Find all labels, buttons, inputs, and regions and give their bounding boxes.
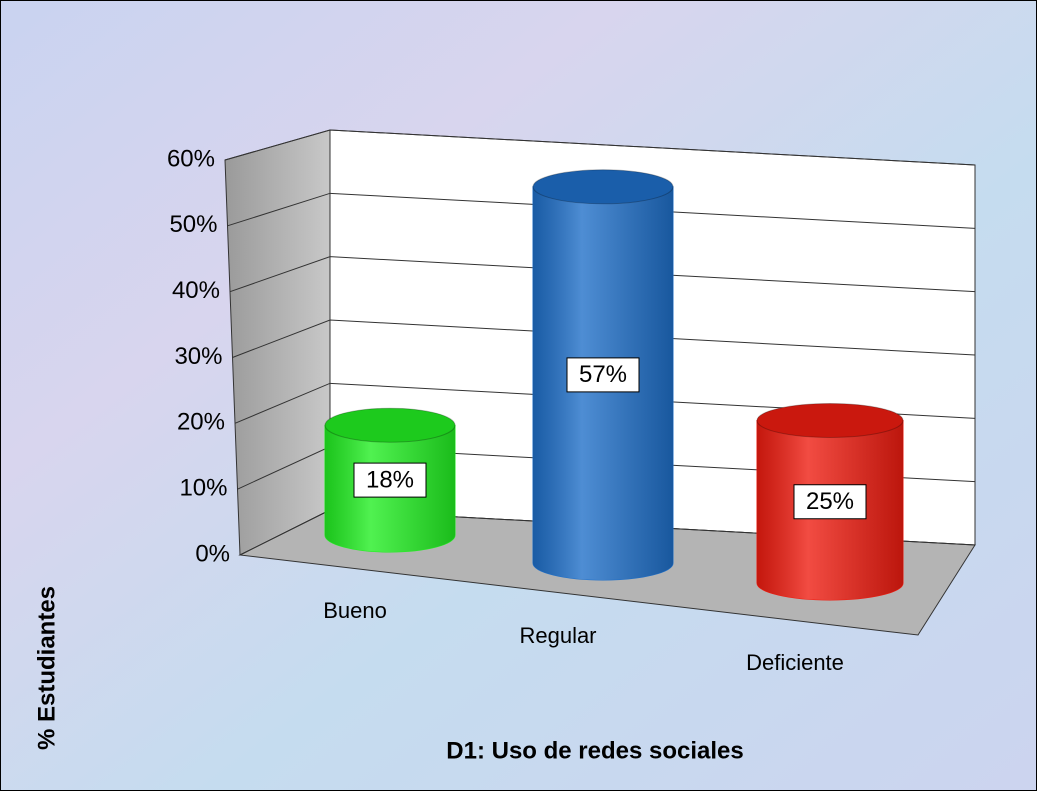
grid-line [224,129,976,166]
side-wall [224,129,331,556]
data-label: 18% [366,466,414,493]
y-tick-label: 50% [169,211,217,238]
data-label-box [566,357,640,393]
grid-line [232,319,976,358]
data-label-box [793,484,867,520]
bar-top [756,403,904,438]
y-tick-label: 60% [167,145,215,172]
bar-top [532,169,674,205]
y-axis-title: % Estudiantes [33,586,60,750]
grid-line [234,382,976,424]
bar-top [324,407,456,443]
y-tick-label: 0% [195,540,230,567]
grid-line [227,192,976,229]
y-tick-label: 40% [172,277,220,304]
x-tick-label: Bueno [323,598,387,623]
x-tick-label: Regular [519,623,596,648]
y-tick-label: 20% [177,409,225,436]
y-tick-label: 10% [179,475,227,502]
data-label: 57% [579,361,627,388]
x-tick-label: Deficiente [746,650,844,675]
x-axis-title: D1: Uso de redes sociales [446,737,743,764]
data-label: 25% [806,488,854,515]
data-label-box [353,462,427,498]
grid-line [229,256,976,293]
y-tick-label: 30% [174,343,222,370]
